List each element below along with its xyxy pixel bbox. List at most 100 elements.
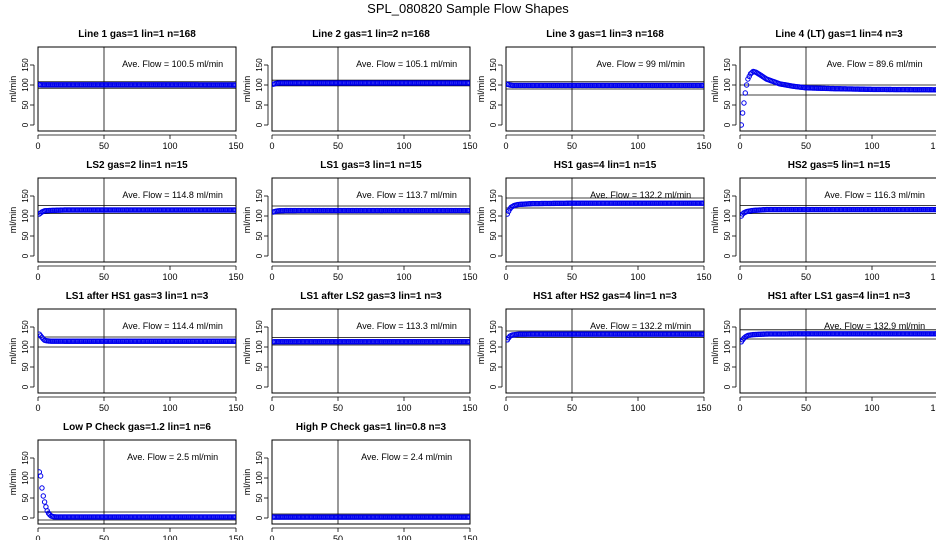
y-tick-label: 0 xyxy=(723,384,732,389)
y-tick-label: 150 xyxy=(21,451,30,465)
y-axis-label: ml/min xyxy=(476,76,486,103)
flow-panel: Line 2 gas=1 lin=2 n=168 Ave. Flow = 105.… xyxy=(242,29,478,151)
y-axis-label: ml/min xyxy=(8,469,18,496)
x-tick-label: 150 xyxy=(696,272,711,282)
data-point xyxy=(39,485,45,491)
plot-frame xyxy=(739,46,936,132)
data-point xyxy=(701,82,704,89)
flow-panel: Line 1 gas=1 lin=1 n=168 Ave. Flow = 100.… xyxy=(8,29,244,151)
panel-title: HS2 gas=5 lin=1 n=15 xyxy=(788,160,891,171)
y-tick-label: 0 xyxy=(255,122,264,127)
data-point xyxy=(233,207,236,213)
x-tick-label: 50 xyxy=(333,272,343,282)
average-flow-annotation: Ave. Flow = 2.5 ml/min xyxy=(127,452,218,462)
data-point xyxy=(933,87,936,93)
y-tick-label: 100 xyxy=(255,340,264,354)
data-point xyxy=(467,207,470,214)
x-tick-label: 0 xyxy=(35,272,40,282)
plot-frame xyxy=(37,177,237,263)
x-tick-label: 0 xyxy=(737,403,742,413)
x-tick-label: 100 xyxy=(864,403,879,413)
data-point xyxy=(506,211,511,217)
data-point xyxy=(467,80,470,86)
x-tick-label: 50 xyxy=(99,272,109,282)
x-tick-label: 50 xyxy=(99,141,109,151)
y-tick-label: 0 xyxy=(255,515,264,520)
x-tick-label: 100 xyxy=(630,141,645,151)
y-tick-label: 150 xyxy=(723,320,732,334)
y-tick-label: 50 xyxy=(255,493,264,502)
y-tick-label: 150 xyxy=(255,189,264,203)
y-tick-label: 150 xyxy=(723,58,732,72)
y-tick-label: 50 xyxy=(489,362,498,371)
y-tick-label: 50 xyxy=(21,493,30,502)
panel-title: Line 1 gas=1 lin=1 n=168 xyxy=(78,29,196,40)
figure-title: SPL_080820 Sample Flow Shapes xyxy=(367,1,569,16)
x-tick-label: 100 xyxy=(630,403,645,413)
y-tick-label: 150 xyxy=(489,189,498,203)
plot-frame xyxy=(271,308,471,394)
data-point xyxy=(745,76,751,82)
y-axis-label: ml/min xyxy=(476,338,486,365)
y-tick-label: 50 xyxy=(21,231,30,240)
flow-panel: LS1 after HS1 gas=3 lin=1 n=3 Ave. Flow =… xyxy=(8,291,244,413)
flow-panel: Line 3 gas=1 lin=3 n=168 Ave. Flow = 99 m… xyxy=(476,29,712,151)
y-tick-label: 50 xyxy=(21,362,30,371)
y-axis-label: ml/min xyxy=(710,207,720,234)
average-flow-annotation: Ave. Flow = 132.2 ml/min xyxy=(590,190,691,200)
average-flow-annotation: Ave. Flow = 132.2 ml/min xyxy=(590,321,691,331)
y-tick-label: 100 xyxy=(255,471,264,485)
x-tick-label: 150 xyxy=(930,141,936,151)
x-tick-label: 0 xyxy=(503,141,508,151)
x-tick-label: 150 xyxy=(462,272,477,282)
data-point xyxy=(701,331,704,337)
x-tick-label: 50 xyxy=(567,272,577,282)
y-axis-label: ml/min xyxy=(8,76,18,103)
x-tick-label: 100 xyxy=(162,534,177,540)
y-tick-label: 100 xyxy=(255,78,264,92)
plot-frame xyxy=(37,308,237,394)
panel-title: Line 3 gas=1 lin=3 n=168 xyxy=(546,29,664,40)
panel-title: High P Check gas=1 lin=0.8 n=3 xyxy=(296,422,447,433)
data-point xyxy=(933,206,936,213)
x-tick-label: 150 xyxy=(696,141,711,151)
plot-frame xyxy=(505,177,705,263)
y-tick-label: 150 xyxy=(21,58,30,72)
y-tick-label: 50 xyxy=(723,362,732,371)
y-tick-label: 50 xyxy=(255,362,264,371)
y-axis-label: ml/min xyxy=(710,338,720,365)
flow-panel: HS1 after HS2 gas=4 lin=1 n=3 Ave. Flow =… xyxy=(476,291,712,413)
data-point xyxy=(741,100,747,106)
y-tick-label: 50 xyxy=(723,231,732,240)
data-point xyxy=(933,331,936,337)
flow-panel: High P Check gas=1 lin=0.8 n=3 Ave. Flow … xyxy=(242,422,478,540)
data-point xyxy=(740,122,745,128)
average-flow-annotation: Ave. Flow = 99 ml/min xyxy=(596,59,685,69)
x-tick-label: 50 xyxy=(333,141,343,151)
y-tick-label: 0 xyxy=(21,122,30,127)
y-tick-label: 0 xyxy=(255,384,264,389)
y-axis-label: ml/min xyxy=(710,76,720,103)
x-tick-label: 50 xyxy=(99,403,109,413)
x-tick-label: 100 xyxy=(162,403,177,413)
data-point xyxy=(467,338,470,345)
y-tick-label: 50 xyxy=(489,100,498,109)
y-tick-label: 100 xyxy=(723,340,732,354)
panel-title: Line 2 gas=1 lin=2 n=168 xyxy=(312,29,430,40)
plot-frame xyxy=(739,308,936,394)
x-tick-label: 0 xyxy=(269,272,274,282)
plot-frame xyxy=(739,177,936,263)
y-tick-label: 50 xyxy=(723,100,732,109)
average-flow-annotation: Ave. Flow = 132.9 ml/min xyxy=(824,321,925,331)
data-point xyxy=(701,200,704,206)
x-tick-label: 100 xyxy=(162,272,177,282)
average-flow-annotation: Ave. Flow = 114.4 ml/min xyxy=(122,321,222,331)
y-tick-label: 0 xyxy=(489,384,498,389)
y-tick-label: 50 xyxy=(21,100,30,109)
data-point xyxy=(40,493,46,499)
y-tick-label: 150 xyxy=(255,58,264,72)
panel-title: LS1 after LS2 gas=3 lin=1 n=3 xyxy=(300,291,442,302)
x-tick-label: 0 xyxy=(35,534,40,540)
y-tick-label: 100 xyxy=(21,209,30,223)
